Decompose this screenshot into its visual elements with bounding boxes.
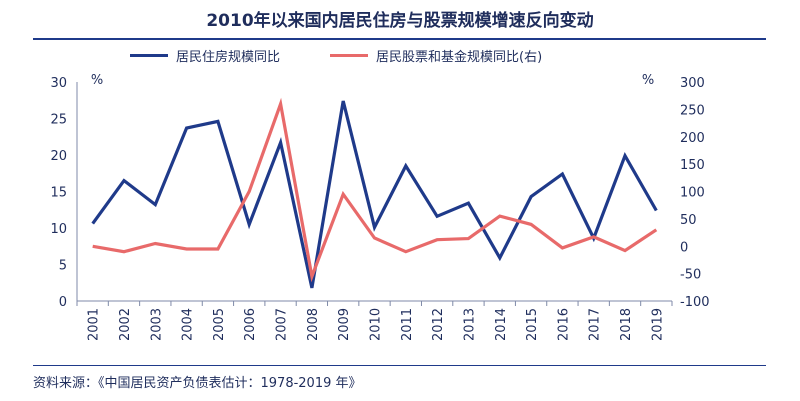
left-axis-unit: % (91, 73, 103, 88)
x-tick-label: 2018 (619, 308, 634, 341)
source-divider (33, 365, 766, 366)
legend-item-stocks: 居民股票和基金规模同比(右) (330, 46, 542, 65)
x-tick-label: 2013 (462, 308, 477, 341)
x-tick-label: 2003 (149, 308, 164, 341)
left-tick-label: 25 (50, 113, 67, 128)
x-tick-label: 2007 (275, 308, 290, 341)
left-tick-label: 20 (50, 149, 67, 164)
x-tick-label: 2004 (181, 308, 196, 341)
x-tick-label: 2019 (650, 308, 665, 341)
right-axis-unit: % (642, 73, 654, 88)
legend-label-stocks: 居民股票和基金规模同比(右) (376, 49, 543, 65)
legend-label-housing: 居民住房规模同比 (176, 49, 281, 65)
source-note: 资料来源：《中国居民资产负债表估计：1978-2019 年》 (33, 376, 362, 391)
right-tick-label: 200 (680, 131, 705, 146)
left-tick-label: 5 (59, 259, 67, 274)
x-tick-label: 2012 (431, 308, 446, 341)
legend-item-housing: 居民住房规模同比 (130, 46, 280, 65)
right-tick-label: 300 (680, 76, 705, 91)
x-tick-label: 2005 (212, 308, 227, 341)
chart-legend: 居民住房规模同比 居民股票和基金规模同比(右) (130, 44, 542, 66)
series-line-housing (91, 100, 658, 289)
x-tick-label: 2015 (525, 308, 540, 341)
x-tick-label: 2006 (243, 308, 258, 341)
right-tick-label: -100 (680, 295, 710, 310)
left-tick-label: 15 (50, 186, 67, 201)
left-tick-label: 10 (50, 222, 67, 237)
right-tick-label: 50 (680, 213, 697, 228)
x-tick-label: 2002 (118, 308, 133, 341)
right-tick-label: 100 (680, 186, 705, 201)
x-tick-label: 2010 (369, 308, 384, 341)
x-tick-label: 2014 (494, 308, 509, 341)
x-tick-label: 2016 (556, 308, 571, 341)
chart-title: 2010年以来国内居民住房与股票规模增速反向变动 (206, 11, 594, 31)
x-tick-label: 2001 (87, 308, 102, 341)
legend-swatch-stocks (330, 53, 369, 57)
x-tick-label: 2008 (306, 308, 321, 341)
legend-swatch-housing (130, 53, 168, 57)
title-divider (33, 38, 766, 40)
x-tick-label: 2017 (588, 308, 603, 341)
right-tick-label: 250 (680, 103, 705, 118)
right-tick-label: 150 (680, 158, 705, 173)
right-tick-label: 0 (680, 240, 688, 255)
right-tick-label: -50 (680, 268, 701, 283)
left-tick-label: 30 (50, 76, 67, 91)
left-tick-label: 0 (59, 295, 67, 310)
x-tick-label: 2011 (400, 308, 415, 341)
x-tick-label: 2009 (337, 308, 352, 341)
